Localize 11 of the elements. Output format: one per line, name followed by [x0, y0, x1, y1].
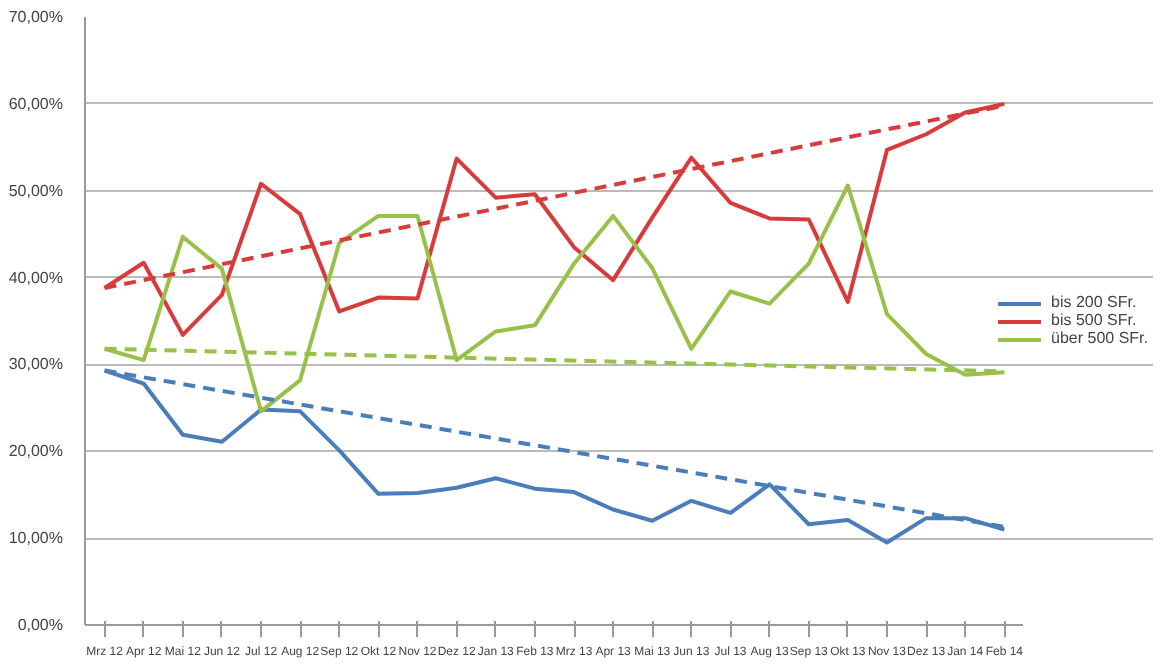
y-tick-label: 70,00%: [8, 8, 64, 26]
legend-label: bis 200 SFr.: [1051, 293, 1137, 311]
legend-label: über 500 SFr.: [1051, 329, 1148, 347]
y-tick-label: 30,00%: [8, 355, 64, 374]
y-tick-label: 50,00%: [8, 181, 64, 200]
y-tick-label: 60,00%: [8, 94, 64, 113]
legend-label: bis 500 SFr.: [1051, 311, 1137, 329]
y-tick-label: 40,00%: [8, 268, 64, 287]
y-tick-label: 20,00%: [8, 442, 64, 461]
y-tick-label: 10,00%: [8, 529, 64, 548]
y-tick-label: 0,00%: [17, 616, 64, 634]
